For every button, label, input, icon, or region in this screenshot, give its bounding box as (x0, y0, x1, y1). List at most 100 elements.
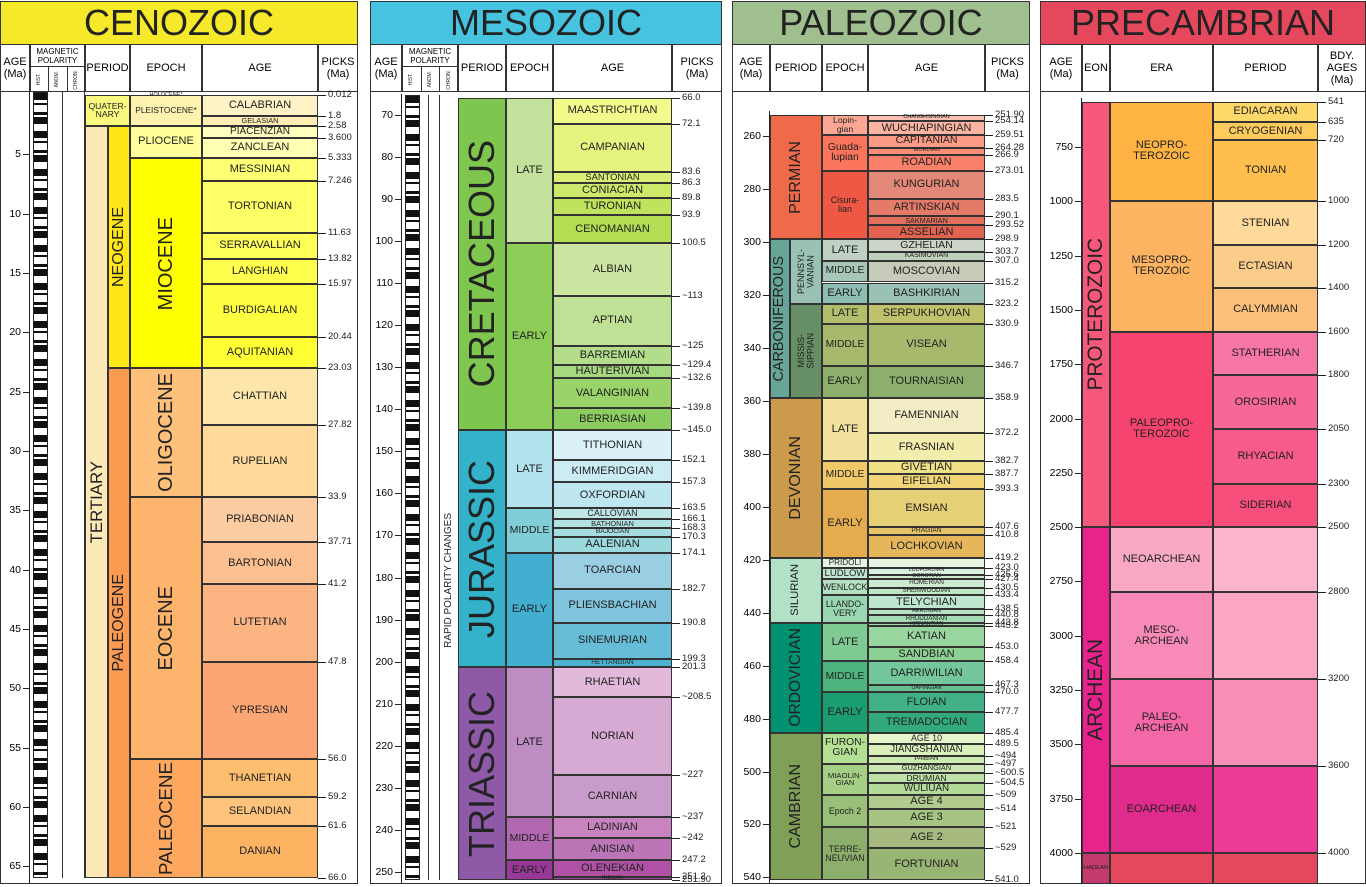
unit-label: KASIMOVIAN (904, 251, 949, 259)
y-tick-label: 35 (9, 504, 21, 517)
y-tick-label: 400 (743, 500, 761, 513)
column-header: MAGNETIC POLARITY (30, 44, 85, 92)
axis-line (401, 94, 402, 884)
unit-label: EMSIAN (905, 501, 948, 514)
pick-label: 168.3 (682, 522, 706, 534)
polarity-subheader: ANOM. (426, 71, 433, 88)
unit-epochs: WENLOCK (822, 579, 868, 596)
unit-ages: CENOMANIAN (553, 215, 672, 244)
unit-label: MIDDLE (825, 468, 865, 480)
unit-ages: APTIAN (553, 295, 672, 347)
pick-label: 86.3 (682, 177, 701, 189)
unit-label: DARRIWILIAN (890, 666, 963, 679)
y-tick (1075, 581, 1082, 583)
y-tick-label: 440 (743, 606, 761, 619)
unit-label: WUCHIAPINGIAN (881, 121, 972, 134)
y-tick-label: 340 (743, 342, 761, 355)
pick-label: ~521 (995, 821, 1017, 833)
y-tick (763, 665, 770, 667)
unit-epochs: LATE (506, 430, 553, 509)
pick-label: 330.9 (995, 318, 1019, 330)
unit-label: TONIAN (1244, 164, 1287, 177)
unit-epochs: Guada- lupian (822, 135, 868, 171)
unit-label: THANETIAN (228, 771, 292, 784)
column-header: AGE (Ma) (0, 44, 30, 92)
pick-label: 430.5 (995, 581, 1019, 593)
unit-label: EIFELIAN (902, 475, 951, 488)
unit-periods: CALYMMIAN (1213, 288, 1318, 332)
unit-label: AALENIAN (585, 538, 640, 551)
unit-label: SINEMURIAN (577, 634, 648, 647)
pick-label: 489.5 (995, 737, 1019, 749)
pick-tick (672, 408, 680, 410)
unit-epochs: EARLY (506, 243, 553, 431)
y-tick (395, 787, 402, 789)
unit-label: NEOPRO- TEROZOIC (1133, 139, 1190, 163)
unit-ages: BASHKIRIAN (868, 282, 985, 304)
unit-label: AQUITANIAN (226, 346, 294, 359)
unit-label: NORIAN (591, 729, 634, 742)
y-tick-label: 80 (381, 150, 393, 163)
unit-epochs: MIDDLE (822, 324, 868, 366)
pick-tick (1318, 483, 1326, 485)
unit-ages: BURDIGALIAN (202, 284, 318, 338)
unit-ages: FLOIAN (868, 692, 985, 713)
pick-label: ~208.5 (682, 691, 712, 703)
unit-ages: LUDFORDIAN (868, 567, 985, 575)
pick-label: 541 (1328, 95, 1344, 107)
y-tick (395, 829, 402, 831)
unit-periods: SILURIAN (770, 557, 822, 623)
y-tick-label: 60 (9, 800, 21, 813)
pick-tick (985, 120, 993, 122)
pick-label: 251.90 (995, 109, 1025, 120)
pick-label: ~129.4 (682, 358, 712, 370)
pick-label: 720 (1328, 134, 1344, 146)
unit-ages: EIFELIAN (868, 474, 985, 490)
y-tick-label: 110 (376, 277, 393, 290)
unit-label: PALEOGENE (109, 574, 127, 672)
pick-label: ~497 (995, 757, 1017, 769)
column-header: PICKS (Ma) (985, 44, 1030, 92)
unit-label: CONIACIAN (581, 184, 644, 197)
pick-label: 157.3 (682, 476, 706, 488)
y-tick (763, 189, 770, 191)
unit-ages: BATHONIAN (553, 518, 672, 529)
unit-ages: LOCHKOVIAN (868, 535, 985, 558)
pick-tick (672, 346, 680, 348)
unit-label: TRIASSIC (461, 690, 503, 857)
y-tick (395, 619, 402, 621)
unit-label: EARLY (827, 705, 863, 718)
unit-label: LUDLOW (824, 567, 866, 579)
unit-label: ROADIAN (901, 156, 952, 169)
unit-label: AGE 2 (910, 831, 943, 844)
unit-ages: SERRAVALLIAN (202, 232, 318, 259)
unit-epochs: Lopin- gian (822, 115, 868, 136)
pick-tick (985, 848, 993, 850)
pick-label: 20.44 (328, 331, 352, 343)
pick-label: 2300 (1328, 477, 1350, 489)
pick-tick (985, 763, 993, 765)
unit-label: LANGHIAN (231, 265, 289, 278)
pick-tick (985, 239, 993, 241)
y-tick (23, 154, 30, 156)
unit-ages: AGE 3 (868, 808, 985, 828)
unit-epochs: PLEISTOCENE* (130, 95, 202, 126)
pick-label: 259.51 (995, 129, 1025, 141)
y-tick-label: 460 (743, 659, 761, 672)
unit-periods: PERMIAN (770, 115, 822, 240)
pick-label: 346.7 (995, 359, 1019, 371)
unit-label: BATHONIAN (591, 518, 634, 528)
unit-label: VISEAN (906, 338, 947, 351)
pick-label: 59.2 (328, 791, 347, 803)
pick-label: 266.9 (995, 148, 1019, 160)
y-tick (23, 391, 30, 393)
panel-title: CENOZOIC (0, 1, 358, 45)
column-header: PERIOD (458, 44, 506, 92)
unit-eons: HADEAN (1082, 853, 1110, 884)
pick-label: ~227 (682, 769, 704, 781)
y-tick-label: 70 (381, 108, 393, 121)
unit-periods (1213, 766, 1318, 853)
unit-label: Cisura- lian (830, 195, 860, 215)
y-tick-label: 1000 (1049, 195, 1073, 208)
unit-label: PALEO- ARCHEAN (1134, 710, 1189, 734)
